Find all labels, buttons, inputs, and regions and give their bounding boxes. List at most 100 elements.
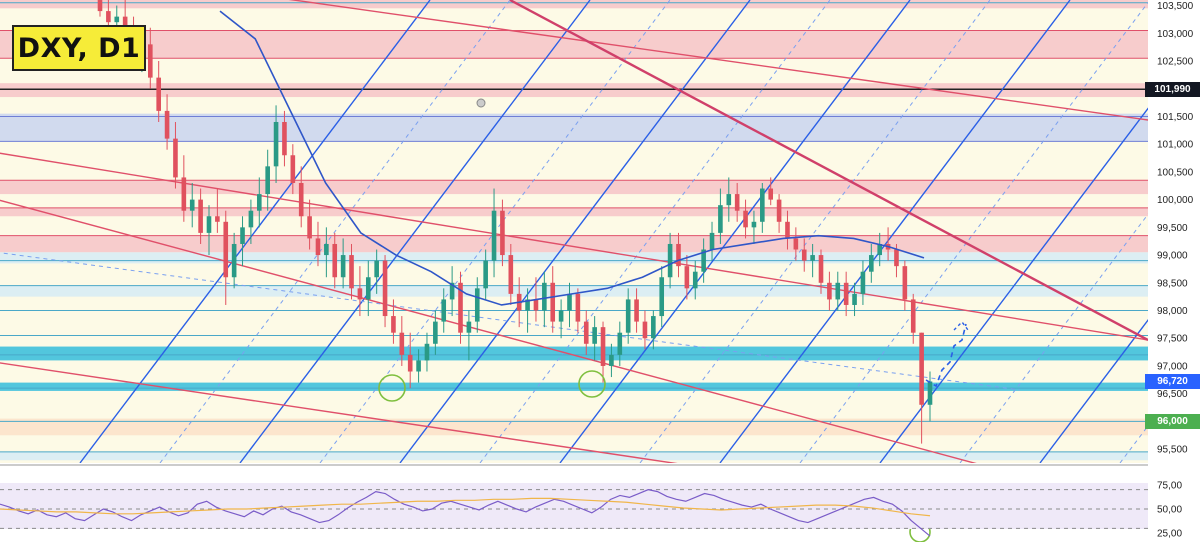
price-pane-background xyxy=(0,0,1148,463)
rsi-axis-label: 25,00 xyxy=(1157,529,1182,540)
candle-body xyxy=(122,16,128,28)
candle-body xyxy=(374,260,379,278)
price-axis-label: 103,000 xyxy=(1157,29,1194,40)
candle-body xyxy=(718,205,723,233)
candle-body xyxy=(198,199,203,233)
blue-channel-line xyxy=(399,0,751,463)
candle-body xyxy=(114,16,120,23)
candle-body xyxy=(324,243,329,256)
zone-light_blue xyxy=(0,285,1148,297)
zone-red xyxy=(0,83,1148,98)
candle-body xyxy=(919,332,924,405)
blue-channel-line xyxy=(79,0,431,463)
candle-body xyxy=(810,255,815,261)
trend-lines xyxy=(0,0,1148,463)
candle-body xyxy=(617,332,623,355)
candle-body xyxy=(743,210,748,228)
price-axis-label: 100,000 xyxy=(1157,195,1194,206)
candle-body xyxy=(298,182,304,217)
candle-body xyxy=(726,194,732,206)
zone-cyan xyxy=(0,346,1148,361)
zone-red xyxy=(0,235,1148,253)
candle-body xyxy=(466,321,472,333)
zone-red xyxy=(0,180,1148,195)
candle-body xyxy=(894,249,899,267)
candle-body xyxy=(106,11,111,23)
candle-body xyxy=(860,271,866,294)
candle-body xyxy=(441,299,447,322)
candle-body xyxy=(181,177,187,211)
candle-body xyxy=(97,0,103,12)
candle-body xyxy=(273,121,279,167)
candle-body xyxy=(692,271,698,289)
candle-body xyxy=(474,288,480,322)
candle-body xyxy=(189,199,195,211)
price-axis-label: 99,000 xyxy=(1157,251,1188,262)
candle-body xyxy=(793,238,799,250)
candle-body xyxy=(307,216,312,239)
moving-average-line xyxy=(219,10,925,306)
zone-blue xyxy=(0,113,1148,142)
candle-body xyxy=(667,243,673,278)
candle-body xyxy=(785,221,790,239)
candle-body xyxy=(424,343,430,361)
candle-body xyxy=(290,155,296,183)
candle-body xyxy=(567,293,572,311)
rsi-ma-line xyxy=(0,497,931,517)
candle-body xyxy=(206,216,212,233)
red-channel-line xyxy=(288,0,1148,121)
candle-body xyxy=(776,199,782,222)
zone-orange xyxy=(0,418,1148,436)
candle-body xyxy=(768,188,774,200)
main-resistance-line xyxy=(509,0,1148,342)
price-axis-label: 101,500 xyxy=(1157,112,1194,123)
candle-body xyxy=(625,299,631,333)
price-axis-label: 102,500 xyxy=(1157,56,1194,67)
candle-body xyxy=(542,282,547,311)
candle-body xyxy=(869,255,874,272)
blue-dashed-line xyxy=(799,1,1148,463)
candle-body xyxy=(558,310,564,322)
zone-cyan xyxy=(0,382,1148,391)
candle-body xyxy=(173,138,178,178)
candle-body xyxy=(583,321,589,344)
candle-body xyxy=(256,194,262,211)
price-tag: 96,720 xyxy=(1145,373,1200,389)
candle-body xyxy=(215,216,220,222)
candle-body xyxy=(877,243,883,256)
zone-light_blue xyxy=(0,451,1148,461)
price-axis-label: 100,500 xyxy=(1157,167,1194,178)
candle-body xyxy=(407,354,413,372)
candle-body xyxy=(701,249,706,272)
candle-body xyxy=(676,243,681,267)
candle-body xyxy=(651,316,656,339)
candle-body xyxy=(349,255,354,289)
level-tag: 101,990 xyxy=(1145,81,1200,97)
rsi-line xyxy=(0,489,931,537)
swing-low-circle xyxy=(378,374,406,402)
candle-body xyxy=(282,121,287,156)
candle-body xyxy=(902,266,908,300)
candle-body xyxy=(265,166,270,195)
candle-body xyxy=(760,188,765,222)
candle-body xyxy=(659,277,665,317)
candle-body xyxy=(600,327,606,366)
candle-body xyxy=(927,381,933,405)
blue-dashed-line xyxy=(639,0,991,463)
candle-body xyxy=(818,255,824,283)
candle-body xyxy=(458,282,463,333)
red-channel-line xyxy=(0,362,678,463)
symbol-title-badge: DXY, D1 xyxy=(12,25,146,71)
candle-body xyxy=(240,227,245,244)
blue-channel-line xyxy=(879,107,1148,463)
candle-body xyxy=(332,243,338,278)
candle-body xyxy=(642,321,648,339)
candle-body xyxy=(231,243,237,278)
blue-channel-line xyxy=(559,0,911,463)
candle-body xyxy=(843,282,849,305)
blue-dashed-line xyxy=(959,213,1148,463)
candle-body xyxy=(483,260,488,289)
projection-path xyxy=(925,323,967,388)
